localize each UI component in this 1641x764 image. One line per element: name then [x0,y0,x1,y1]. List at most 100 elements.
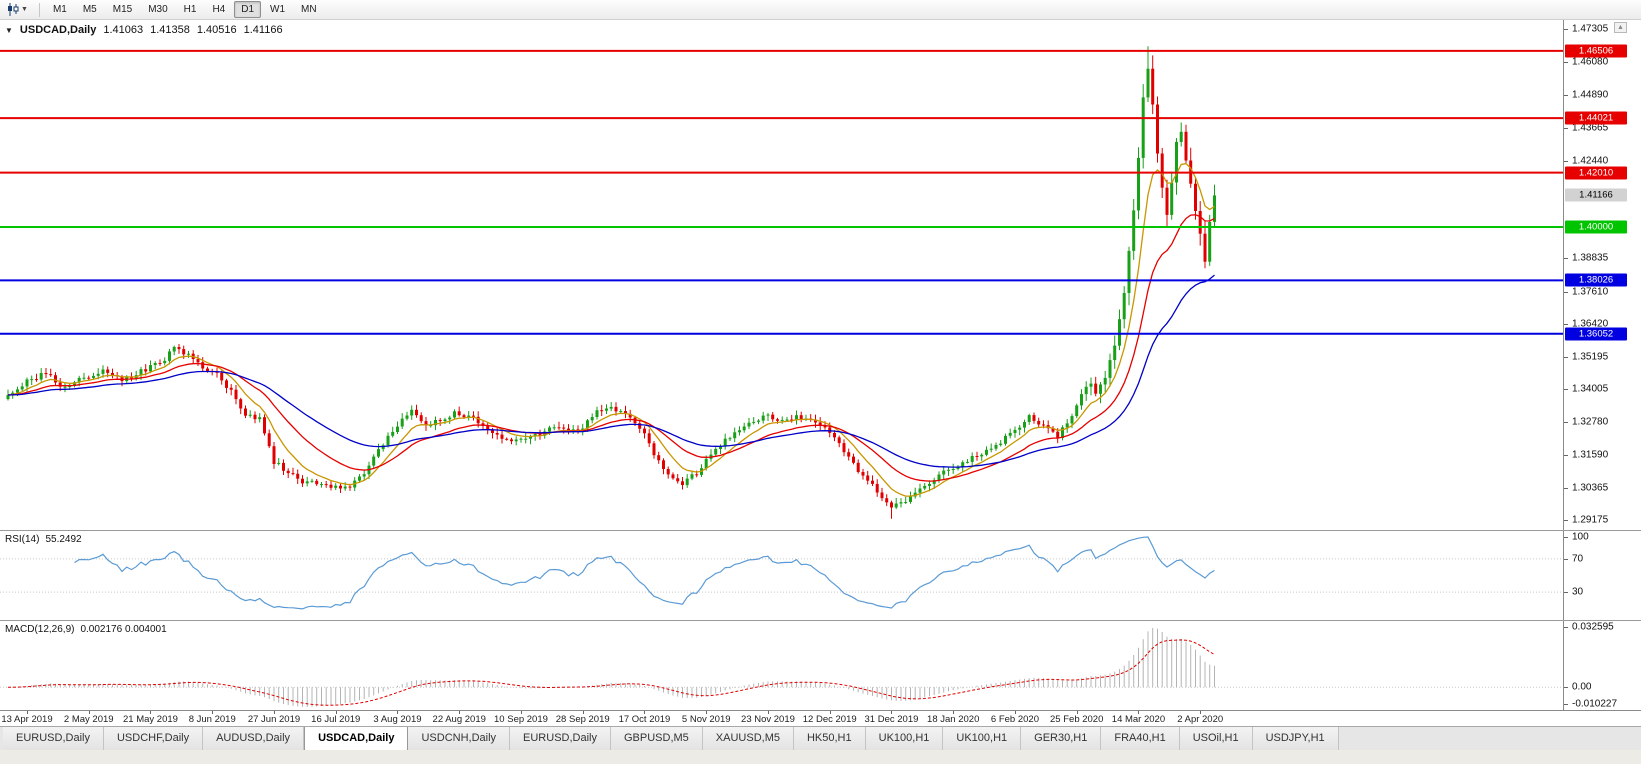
chart-tab-audusd-daily[interactable]: AUDUSD,Daily [203,727,305,750]
date-axis-tick [1200,711,1202,714]
rsi-axis[interactable]: 100 70 30 [1563,531,1641,620]
date-label: 14 Mar 2020 [1111,714,1166,725]
date-label: 31 Dec 2019 [864,714,919,725]
chart-tab-usdjpy-h1[interactable]: USDJPY,H1 [1252,727,1339,750]
timeframe-button-m1[interactable]: M1 [52,4,67,15]
price-axis[interactable]: ▲ 1.47305 1.46080 1.44890 1.43665 1.42440 1.3… [1563,20,1641,530]
chart-tab-ger30-h1[interactable]: GER30,H1 [1021,727,1102,750]
chart-tab-uk100-h1[interactable]: UK100,H1 [943,727,1022,750]
price-axis-label: 1.46080 [1572,56,1609,68]
macd-axis-label: 0.032595 [1572,621,1614,633]
timeframe-button-h4[interactable]: H4 [212,4,226,15]
date-label: 3 Aug 2019 [373,714,422,725]
price-panel[interactable]: ▲ 1.47305 1.46080 1.44890 1.43665 1.42440 1.3… [0,20,1641,530]
price-axis-tick [1564,258,1568,260]
date-axis-tick [520,711,522,714]
date-axis-tick [767,711,769,714]
level-price-tag[interactable]: 1.40000 [1565,220,1627,234]
date-axis-tick [891,711,893,714]
macd-axis[interactable]: 0.032595 0.00 -0.010227 [1563,621,1641,710]
date-axis-tick [459,711,461,714]
date-label: 22 Aug 2019 [432,714,486,725]
date-axis-tick [1076,711,1078,714]
chart-tab-usoil-h1[interactable]: USOil,H1 [1179,727,1253,750]
chart-tab-fra40-h1[interactable]: FRA40,H1 [1101,727,1180,750]
price-axis-label: 1.36420 [1572,318,1609,330]
date-axis-tick [1138,711,1140,714]
date-label: 12 Dec 2019 [802,714,857,725]
chart-tab-xauusd-m5[interactable]: XAUUSD,M5 [702,727,794,750]
date-axis-tick [1014,711,1016,714]
scroll-up-icon[interactable]: ▲ [1614,22,1627,33]
timeframe-button-h1[interactable]: H1 [183,4,197,15]
chart-tab-usdcnh-daily[interactable]: USDCNH,Daily [408,727,511,750]
symbol-label: USDCAD,Daily [19,24,97,36]
date-label: 8 Jun 2019 [188,714,236,725]
chart-info: ▼ USDCAD,Daily 1.41063 1.41358 1.40516 1… [5,24,283,36]
chevron-down-icon: ▼ [21,6,28,13]
level-price-tag[interactable]: 1.38026 [1565,273,1627,287]
timeframe-button-mn[interactable]: MN [301,4,317,15]
price-axis-label: 1.34005 [1572,383,1609,395]
chart-tab-gbpusd-m5[interactable]: GBPUSD,M5 [611,727,703,750]
macd-panel[interactable]: 0.032595 0.00 -0.010227 MACD(12,26,9) 0.002… [0,620,1641,710]
date-axis-tick [335,711,337,714]
date-axis-tick [644,711,646,714]
price-axis-label: 1.38835 [1572,252,1609,264]
timeframe-button-m5[interactable]: M5 [82,4,97,15]
chart-tab-uk100-h1[interactable]: UK100,H1 [865,727,944,750]
rsi-panel[interactable]: 100 70 30 RSI(14) 55.2492 [0,530,1641,620]
macd-indicator-label: MACD(12,26,9) 0.002176 0.004001 [5,624,173,635]
date-axis-tick [273,711,275,714]
date-label: 6 Feb 2020 [990,714,1039,725]
rsi-axis-label: 30 [1572,586,1584,598]
price-axis-tick [1564,389,1568,391]
chart-tab-eurusd-daily[interactable]: EURUSD,Daily [510,727,611,750]
macd-axis-tick [1564,687,1568,689]
macd-label: MACD(12,26,9) [5,624,75,635]
price-axis-label: 1.47305 [1572,23,1609,35]
date-label: 13 Apr 2019 [1,714,53,725]
rsi-chart-canvas[interactable] [0,531,1563,620]
price-axis-label: 1.29175 [1572,514,1609,526]
level-price-tag[interactable]: 1.42010 [1565,166,1627,180]
level-price-tag[interactable]: 1.46506 [1565,44,1627,58]
price-chart-canvas[interactable] [0,20,1563,530]
price-axis-label: 1.30365 [1572,482,1609,494]
chart-tab-hk50-h1[interactable]: HK50,H1 [793,727,866,750]
chart-tab-eurusd-daily[interactable]: EURUSD,Daily [3,727,104,750]
price-high: 1.41358 [150,24,190,36]
macd-chart-canvas[interactable] [0,621,1563,710]
current-price-tag[interactable]: 1.41166 [1565,188,1627,202]
chart-type-button[interactable]: ▼ [4,2,30,17]
timeframe-toolbar: ▼ M1 M5 M15 M30 H1 H4 D1 W1 MN [0,0,1641,20]
price-axis-tick [1564,323,1568,325]
price-axis-label: 1.35195 [1572,351,1609,363]
chart-tab-usdcad-daily[interactable]: USDCAD,Daily [304,727,409,750]
price-axis-label: 1.31590 [1572,449,1609,461]
date-axis-tick [150,711,152,714]
price-axis-tick [1564,94,1568,96]
macd-axis-label: -0.010227 [1572,698,1618,710]
collapse-icon[interactable]: ▼ [5,25,13,35]
timeframe-button-m30[interactable]: M30 [148,4,168,15]
price-axis-tick [1564,160,1568,162]
date-axis[interactable]: 13 Apr 2019 2 May 2019 21 May 2019 8 Jun 20… [0,710,1641,726]
date-label: 21 May 2019 [123,714,178,725]
date-axis-tick [829,711,831,714]
date-axis-tick [953,711,955,714]
level-price-tag[interactable]: 1.36052 [1565,327,1627,341]
timeframe-button-w1[interactable]: W1 [270,4,286,15]
price-axis-label: 1.32780 [1572,416,1609,428]
macd-axis-label: 0.00 [1572,681,1592,693]
timeframe-button-d1[interactable]: D1 [234,1,262,18]
timeframe-button-m15[interactable]: M15 [112,4,133,15]
date-label: 2 Apr 2020 [1177,714,1224,725]
level-price-tag[interactable]: 1.44021 [1565,111,1627,125]
date-label: 10 Sep 2019 [494,714,548,725]
chart-tab-usdchf-daily[interactable]: USDCHF,Daily [103,727,204,750]
date-axis-tick [397,711,399,714]
rsi-axis-tick [1564,537,1568,538]
price-axis-label: 1.43665 [1572,122,1609,134]
